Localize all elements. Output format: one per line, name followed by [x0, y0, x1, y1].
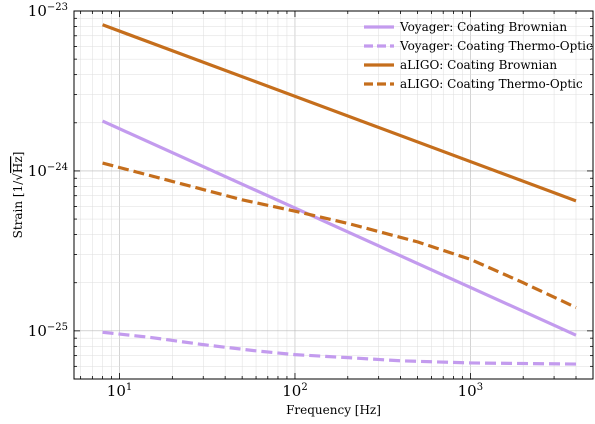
- svg-text:Strain [1/√Hz]: Strain [1/√Hz]: [11, 152, 25, 239]
- y-axis-label: Strain [1/√Hz]: [11, 152, 25, 239]
- legend-label-2: Voyager: Coating Thermo-Optic: [399, 39, 593, 53]
- series-line-2: [102, 330, 577, 366]
- y-tick-label: 10−24: [28, 162, 68, 180]
- x-tick-label: 102: [282, 382, 307, 400]
- grid-lines: [74, 11, 594, 380]
- plot-frame: [73, 10, 594, 380]
- x-tick-label: 101: [107, 382, 132, 400]
- x-axis-label: Frequency [Hz]: [286, 403, 381, 417]
- legend-label-3: aLIGO: Coating Brownian: [400, 58, 557, 72]
- y-axis-label-prefix: Strain [1/: [11, 180, 25, 239]
- legend: Voyager: Coating Brownian Voyager: Coatin…: [364, 20, 593, 91]
- x-tick-label: 103: [458, 382, 483, 400]
- series-line-3: [101, 23, 577, 203]
- tick-labels: 101 102 103 10−25 10−24 10−23: [28, 2, 483, 400]
- series-lines: [101, 23, 577, 366]
- series-line-1: [101, 119, 577, 337]
- sqrt-sign: √: [11, 173, 25, 181]
- y-axis-label-suffix: ]: [11, 152, 25, 157]
- y-tick-label: 10−25: [28, 322, 68, 340]
- y-tick-label: 10−23: [28, 2, 68, 20]
- legend-label-4: aLIGO: Coating Thermo-Optic: [400, 77, 583, 91]
- y-axis-label-root: Hz: [11, 156, 25, 173]
- legend-label-1: Voyager: Coating Brownian: [399, 20, 567, 34]
- axis-ticks: [74, 11, 594, 380]
- series-line-4: [102, 161, 577, 309]
